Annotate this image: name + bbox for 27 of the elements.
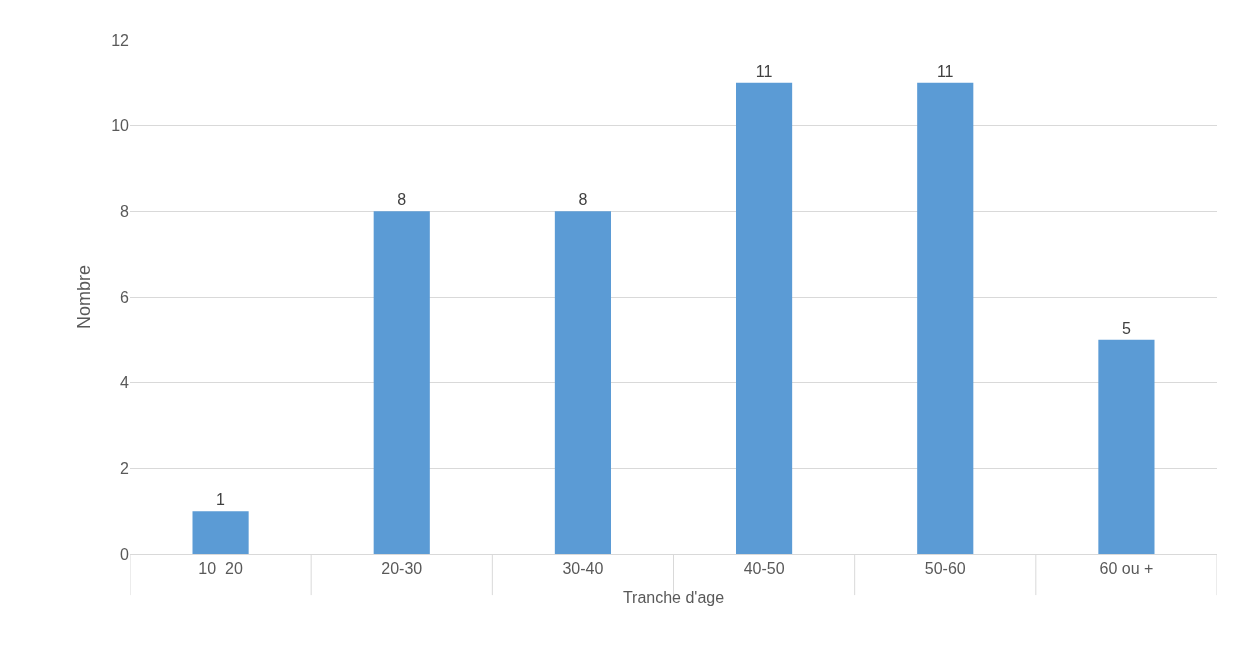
data-label: 11	[755, 62, 773, 80]
y-tick-label: 10	[111, 117, 130, 135]
y-tick-label: 0	[120, 545, 130, 563]
y-tick-label: 8	[120, 202, 130, 220]
y-tick-label: 2	[120, 459, 130, 477]
bar	[554, 211, 611, 554]
data-label: 1	[216, 491, 226, 509]
bar	[1098, 339, 1155, 554]
x-tick-label: 40-50	[743, 560, 785, 578]
x-tick-label: 20-30	[381, 560, 423, 578]
data-label: 8	[578, 191, 588, 209]
x-tick-label: 60 ou +	[1099, 560, 1154, 578]
y-tick-label: 6	[120, 288, 130, 306]
x-tick-label: 50-60	[924, 560, 966, 578]
data-label: 11	[936, 62, 954, 80]
data-label: 5	[1121, 319, 1131, 337]
bar	[736, 82, 793, 554]
y-axis-title: Nombre	[74, 264, 95, 330]
x-tick-label: 10 20	[198, 560, 243, 578]
data-label: 8	[397, 191, 407, 209]
x-tick-label: 30-40	[562, 560, 604, 578]
bar	[192, 511, 249, 554]
y-tick-label: 4	[120, 374, 130, 392]
bar	[917, 82, 974, 554]
x-axis-title: Tranche d'age	[622, 588, 725, 606]
bar	[373, 211, 430, 554]
y-tick-label: 12	[111, 31, 130, 49]
